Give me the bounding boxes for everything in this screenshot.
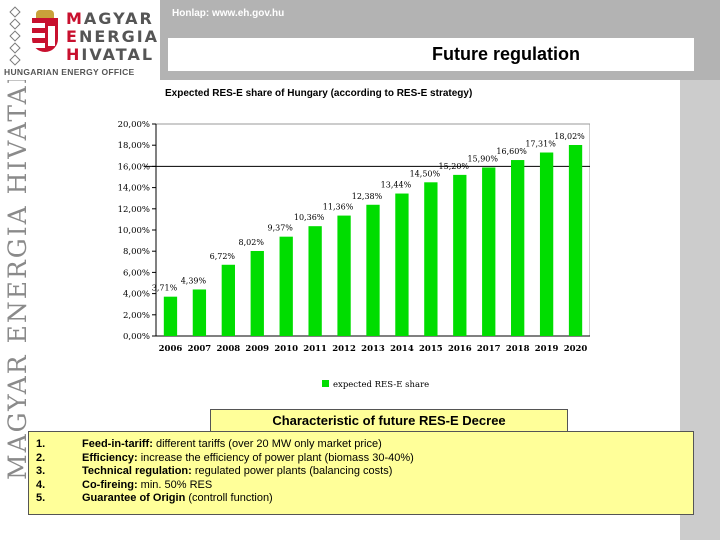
decree-item-detail: regulated power plants (balancing costs) bbox=[191, 465, 393, 477]
data-label: 6,72% bbox=[210, 252, 236, 261]
logo-wordmark: MAGYAR ENERGIA HIVATAL bbox=[66, 10, 159, 64]
homepage-url: Honlap: www.eh.gov.hu bbox=[172, 8, 285, 19]
data-label: 13,44% bbox=[381, 181, 412, 190]
logo-line-3: HIVATAL bbox=[66, 45, 155, 64]
bar bbox=[424, 182, 438, 336]
y-tick-label: 20,00% bbox=[118, 120, 150, 130]
decree-item-text: Guarantee of Origin (controll function) bbox=[82, 492, 273, 504]
decree-item-keyword: Feed-in-tariff: bbox=[82, 438, 153, 450]
data-label: 17,31% bbox=[525, 140, 556, 149]
x-tick-label: 2020 bbox=[564, 344, 588, 354]
decree-item-number: 3. bbox=[36, 465, 46, 477]
data-label: 8,02% bbox=[239, 238, 265, 247]
bar bbox=[568, 144, 583, 336]
coat-of-arms-icon bbox=[32, 10, 58, 56]
bar bbox=[366, 204, 380, 336]
x-tick-label: 2019 bbox=[535, 344, 559, 354]
logo: MAGYAR ENERGIA HIVATAL HUNGARIAN ENERGY … bbox=[0, 0, 160, 80]
data-label: 11,36% bbox=[323, 203, 354, 212]
decree-item-number: 1. bbox=[36, 438, 46, 450]
y-tick-label: 6,00% bbox=[123, 268, 150, 278]
bar bbox=[192, 289, 207, 336]
decree-list: 1. Feed-in-tariff: different tariffs (ove… bbox=[28, 431, 694, 515]
diamond-pattern-icon bbox=[6, 6, 28, 68]
x-tick-label: 2010 bbox=[274, 344, 298, 354]
data-label: 9,37% bbox=[267, 224, 293, 233]
x-tick-label: 2016 bbox=[448, 344, 472, 354]
data-label: 18,02% bbox=[554, 132, 585, 141]
y-tick-label: 16,00% bbox=[118, 162, 150, 172]
decree-item-detail: different tariffs (over 20 MW only marke… bbox=[152, 438, 382, 450]
bar bbox=[308, 226, 322, 336]
data-label: 15,90% bbox=[467, 154, 498, 163]
decree-item-detail: (controll function) bbox=[185, 492, 273, 504]
y-tick-label: 10,00% bbox=[118, 226, 150, 236]
legend-swatch bbox=[322, 380, 329, 387]
bar bbox=[279, 236, 293, 336]
decree-item-number: 2. bbox=[36, 451, 46, 464]
x-tick-label: 2012 bbox=[332, 344, 356, 354]
decree-item-text: Efficiency: increase the efficiency of p… bbox=[82, 452, 414, 464]
x-tick-label: 2014 bbox=[390, 344, 414, 354]
y-tick-label: 2,00% bbox=[123, 311, 150, 321]
bar-chart: 0,00% 2,00% 4,00% 6,00% 8,00% 10,00% 12,00% 14,… bbox=[118, 120, 590, 390]
decree-item-text: Co-fireing: min. 50% RES bbox=[82, 479, 212, 491]
y-tick-label: 0,00% bbox=[123, 332, 150, 342]
x-tick-label: 2018 bbox=[506, 344, 530, 354]
x-tick-label: 2015 bbox=[419, 344, 443, 354]
x-tick-label: 2013 bbox=[361, 344, 385, 354]
bar bbox=[221, 264, 235, 336]
x-tick-label: 2011 bbox=[303, 344, 327, 354]
y-tick-label: 12,00% bbox=[118, 205, 150, 215]
decree-title: Characteristic of future RES-E Decree bbox=[210, 409, 568, 433]
bar bbox=[337, 215, 351, 336]
decree-item-number: 4. bbox=[36, 478, 46, 491]
data-label: 14,50% bbox=[410, 169, 441, 178]
legend-label: expected RES-E share bbox=[333, 380, 429, 390]
bar bbox=[163, 296, 178, 336]
bar bbox=[453, 174, 467, 336]
decree-item-detail: min. 50% RES bbox=[137, 478, 213, 491]
title-box: Future regulation bbox=[168, 38, 694, 71]
y-tick-label: 4,00% bbox=[123, 290, 150, 300]
x-tick-label: 2009 bbox=[245, 344, 269, 354]
decree-item-detail: increase the efficiency of power plant (… bbox=[137, 451, 414, 464]
data-label: 16,60% bbox=[496, 147, 527, 156]
x-tick-label: 2017 bbox=[477, 344, 501, 354]
data-label: 15,20% bbox=[439, 162, 470, 171]
decree-item-text: Technical regulation: regulated power pl… bbox=[82, 465, 392, 477]
data-label: 12,38% bbox=[352, 192, 383, 201]
y-tick-label: 8,00% bbox=[123, 247, 150, 257]
decree-item-text: Feed-in-tariff: different tariffs (over … bbox=[82, 438, 382, 450]
x-tick-label: 2007 bbox=[188, 344, 212, 354]
decree-item-number: 5. bbox=[36, 492, 46, 504]
x-tick-label: 2006 bbox=[159, 344, 183, 354]
x-tick-label: 2008 bbox=[216, 344, 240, 354]
logo-line-1: MAGYAR bbox=[66, 9, 154, 28]
slide-title: Future regulation bbox=[432, 44, 580, 64]
data-label: 4,39% bbox=[181, 276, 207, 285]
decree-item-keyword: Guarantee of Origin bbox=[82, 492, 186, 504]
y-tick-label: 14,00% bbox=[118, 184, 150, 194]
vertical-watermark-text: MAGYAR ENERGIA HIVATAL bbox=[3, 65, 32, 480]
decree-item-keyword: Co-fireing: bbox=[82, 478, 138, 491]
bar bbox=[511, 160, 525, 336]
bar bbox=[482, 167, 496, 336]
logo-line-2: ENERGIA bbox=[66, 27, 160, 46]
bar bbox=[539, 152, 554, 336]
bar bbox=[250, 250, 264, 336]
y-tick-label: 18,00% bbox=[118, 141, 150, 151]
decree-item-keyword: Efficiency: bbox=[82, 451, 138, 464]
logo-subtitle: HUNGARIAN ENERGY OFFICE bbox=[4, 67, 135, 77]
data-label: 10,36% bbox=[294, 213, 325, 222]
data-label: 3,71% bbox=[152, 284, 178, 293]
bar bbox=[395, 193, 409, 336]
chart-caption: Expected RES-E share of Hungary (accordi… bbox=[165, 88, 473, 99]
decree-item-keyword: Technical regulation: bbox=[82, 465, 192, 477]
